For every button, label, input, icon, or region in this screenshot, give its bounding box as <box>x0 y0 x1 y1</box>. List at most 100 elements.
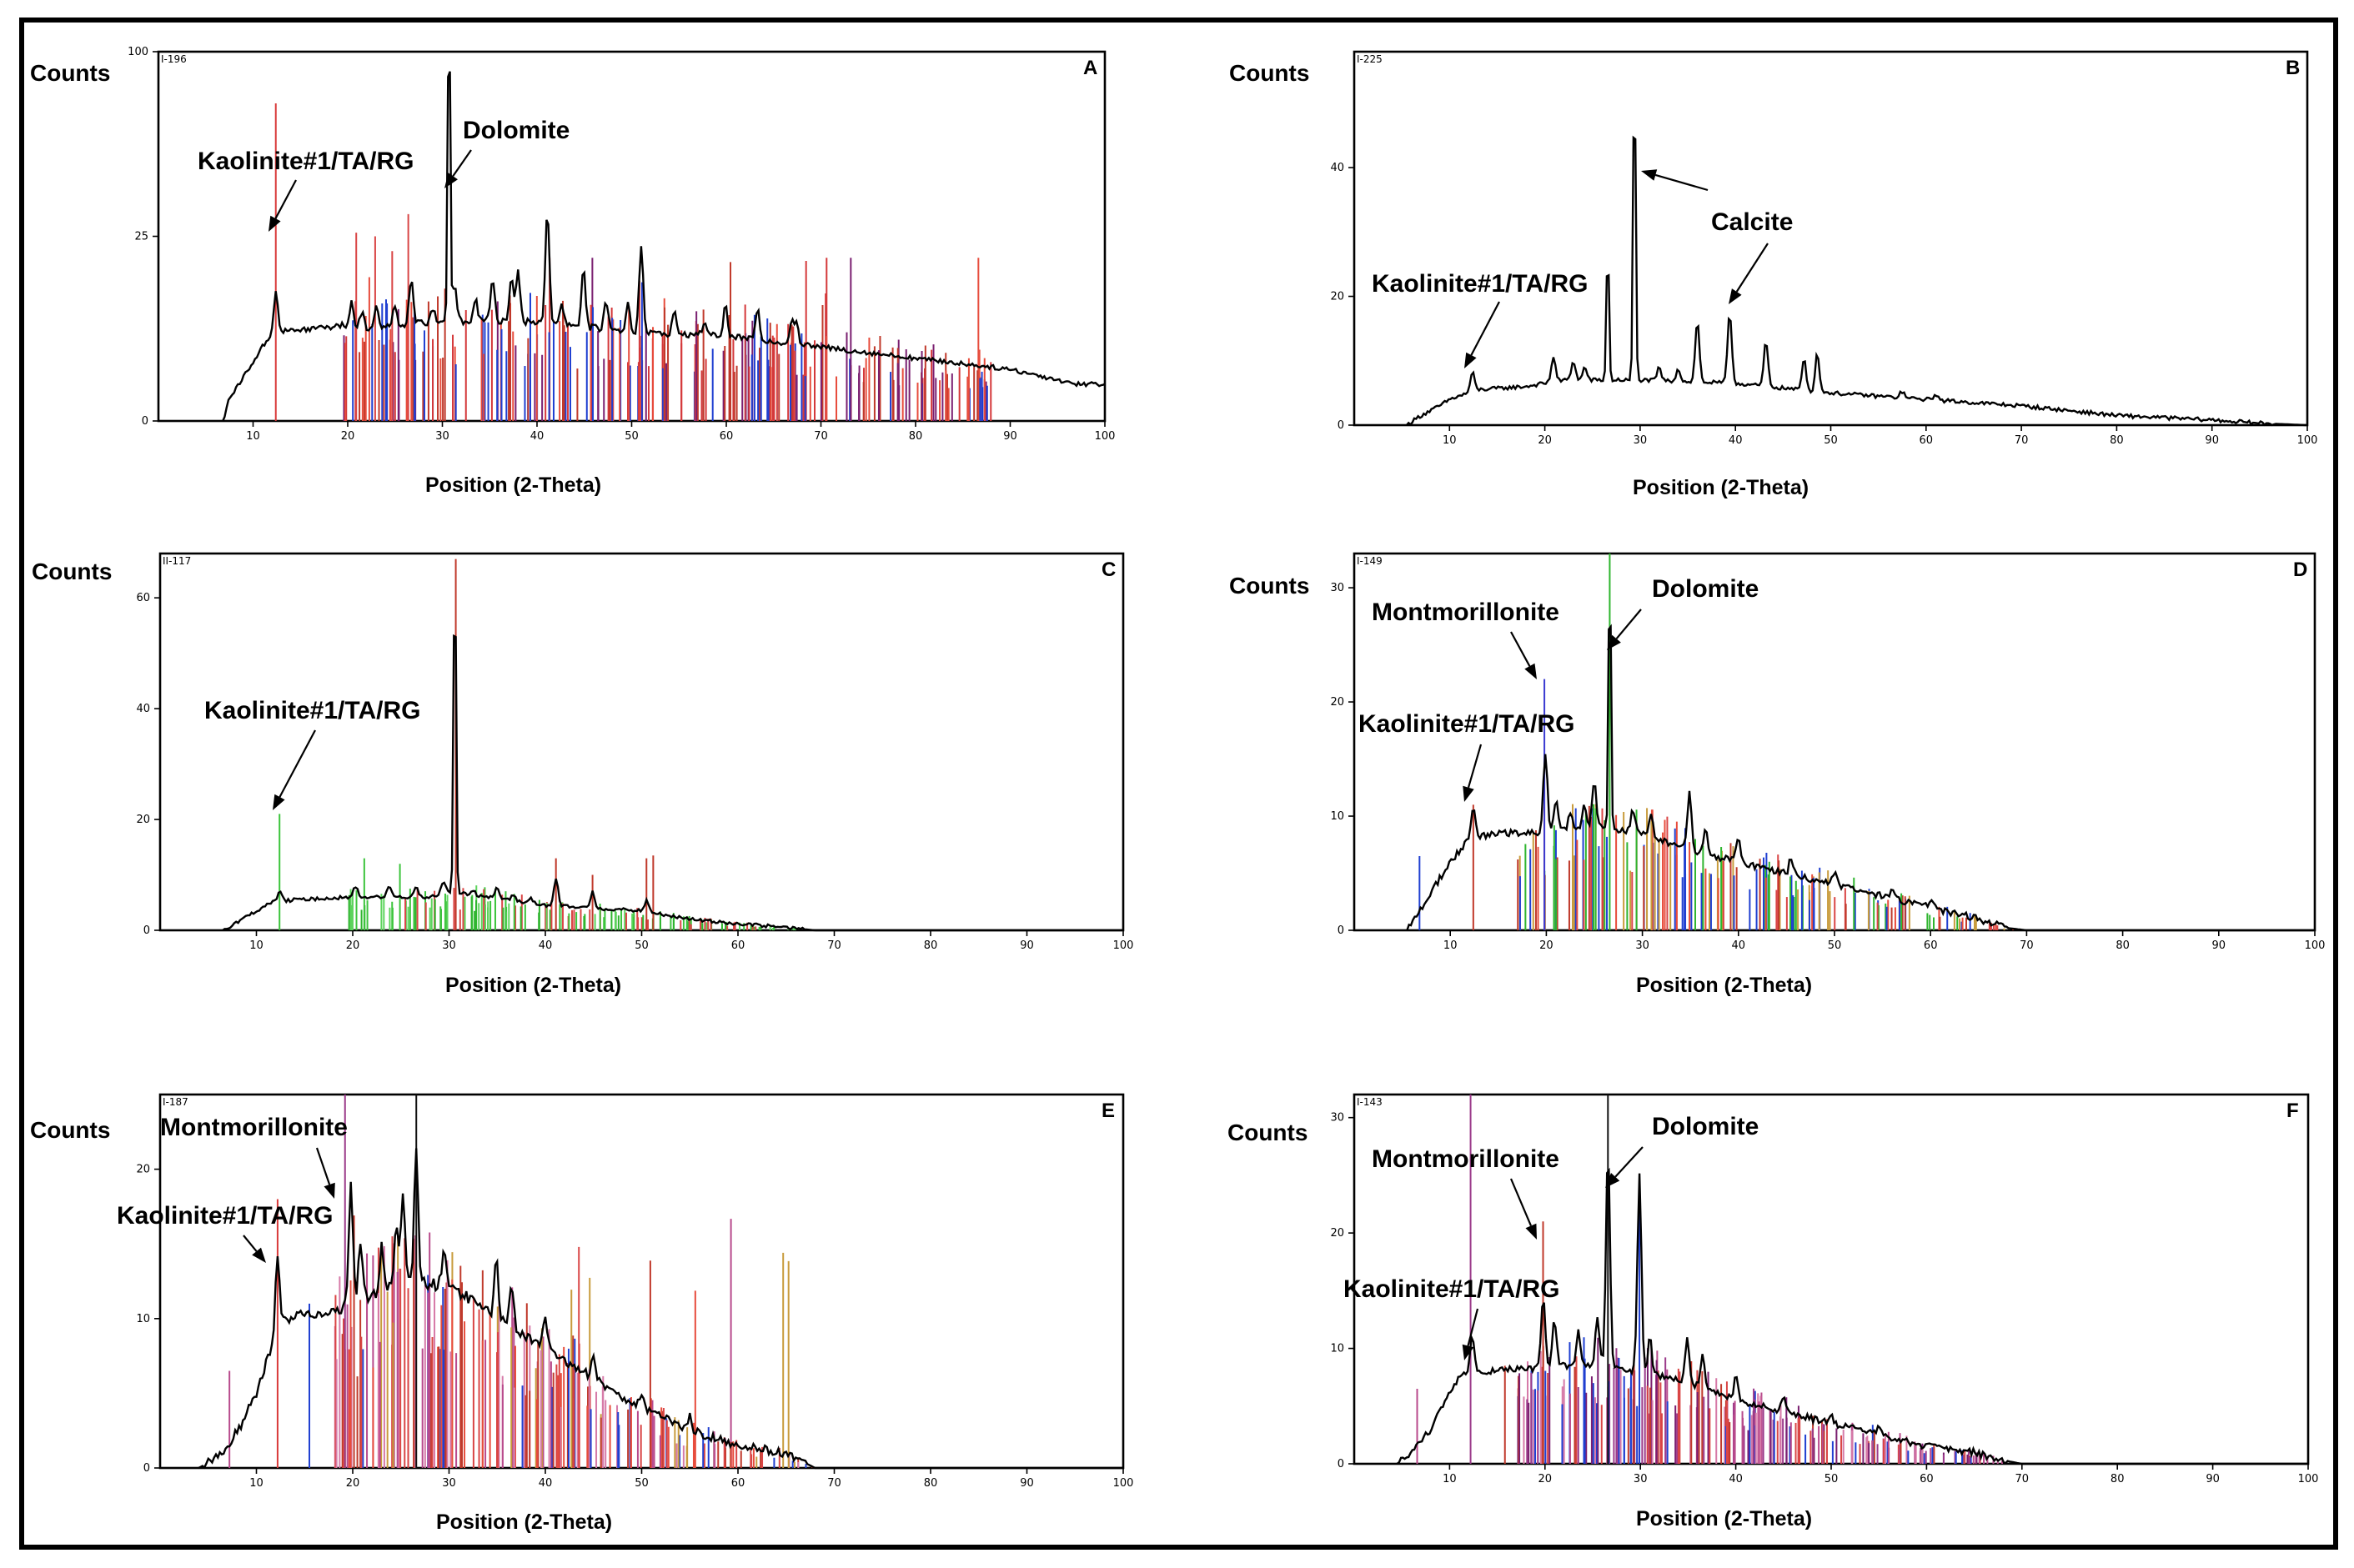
x-tick-label: 50 <box>1824 434 1838 447</box>
x-tick-label: 40 <box>539 1477 553 1490</box>
annotation-label: Kaolinite#1/TA/RG <box>1372 270 1588 298</box>
arrow-head <box>444 173 458 188</box>
y-tick-label: 20 <box>1330 291 1344 303</box>
annotation-label: Kaolinite#1/TA/RG <box>204 697 420 724</box>
x-tick-label: 100 <box>2297 434 2318 447</box>
y-tick-label: 25 <box>134 231 148 243</box>
x-tick-label: 80 <box>2110 434 2124 447</box>
annotation-arrow <box>279 729 316 798</box>
x-axis-title: Position (2-Theta) <box>1636 1507 1812 1530</box>
arrow-head <box>1464 352 1477 368</box>
annotation-label: Montmorillonite <box>160 1114 348 1141</box>
x-tick-label: 100 <box>1113 1477 1134 1490</box>
y-tick-label: 60 <box>136 592 150 604</box>
y-tick-label: 0 <box>143 924 150 937</box>
x-tick-label: 20 <box>1538 434 1552 447</box>
annotation-arrow <box>1467 1308 1479 1346</box>
x-tick-label: 40 <box>539 939 553 952</box>
reference-pattern <box>1418 554 2021 930</box>
arrow-head <box>252 1247 266 1263</box>
y-tick-label: 20 <box>1330 1227 1344 1240</box>
y-axis: 0 10 20 30 <box>1330 1112 1354 1470</box>
panel-e: 10 20 30 40 50 60 70 80 90 100 0 10 20 Counts Positio… <box>30 1093 1133 1534</box>
x-tick-label: 70 <box>2015 1473 2030 1485</box>
y-tick-label: 100 <box>128 46 148 58</box>
measured-trace <box>222 634 1122 932</box>
sample-id: I-149 <box>1357 555 1383 567</box>
x-tick-label: 50 <box>1824 1473 1839 1485</box>
measured-trace <box>1405 135 2306 427</box>
y-tick-label: 30 <box>1330 1112 1344 1125</box>
arrow-head <box>269 215 281 232</box>
x-tick-label: 20 <box>1539 939 1553 952</box>
x-axis-title: Position (2-Theta) <box>425 473 601 497</box>
y-tick-label: 40 <box>136 703 150 715</box>
panel-letter: D <box>2293 559 2307 581</box>
x-axis: 10 20 30 40 50 60 70 80 90 100 <box>249 1468 1133 1490</box>
panel-c: 10 20 30 40 50 60 70 80 90 100 0 20 40 60 Counts Posit… <box>32 552 1134 997</box>
arrow-head <box>273 794 285 810</box>
y-tick-label: 10 <box>1330 1343 1344 1355</box>
y-tick-label: 0 <box>1338 1458 1344 1470</box>
annotation-arrow <box>1467 744 1483 789</box>
y-tick-label: 0 <box>1338 924 1344 937</box>
arrow-head <box>1462 1344 1474 1360</box>
measured-trace <box>1406 624 2314 932</box>
y-axis-title: Counts <box>1227 1120 1307 1145</box>
arrow-head <box>1524 663 1537 679</box>
x-tick-label: 30 <box>442 1477 456 1490</box>
x-tick-label: 10 <box>1443 939 1458 952</box>
arrow-head <box>1463 785 1474 802</box>
x-tick-label: 80 <box>909 430 923 443</box>
annotation-label: Montmorillonite <box>1372 1145 1559 1173</box>
plot-area <box>1353 1093 2310 1465</box>
annotation-arrow <box>1510 631 1531 667</box>
measured-trace <box>198 1148 1123 1470</box>
x-tick-label: 90 <box>1020 939 1034 952</box>
x-tick-label: 40 <box>1729 434 1743 447</box>
x-tick-label: 50 <box>625 430 639 443</box>
x-tick-label: 100 <box>2305 939 2326 952</box>
arrow-head <box>324 1182 335 1199</box>
panel-a: 10 20 30 40 50 60 70 80 90 100 0 25 100 Counts Positi… <box>30 46 1115 497</box>
y-axis: 0 10 20 30 <box>1330 582 1354 937</box>
annotation-arrow <box>315 1147 331 1185</box>
x-tick-label: 90 <box>2205 434 2219 447</box>
y-tick-label: 0 <box>143 1462 150 1475</box>
x-tick-label: 10 <box>249 1477 264 1490</box>
x-tick-label: 30 <box>1634 434 1648 447</box>
x-tick-label: 100 <box>1113 939 1134 952</box>
x-tick-label: 50 <box>1828 939 1842 952</box>
plot-area <box>1353 552 2316 932</box>
annotation-arrow <box>243 1235 258 1252</box>
annotation-label: Kaolinite#1/TA/RG <box>1343 1275 1559 1303</box>
plot-area <box>158 552 1125 932</box>
x-tick-label: 60 <box>720 430 734 443</box>
x-axis: 10 20 30 40 50 60 70 80 90 100 <box>1443 930 2325 952</box>
y-axis-title: Counts <box>1229 60 1309 86</box>
y-tick-label: 20 <box>136 814 150 826</box>
x-tick-label: 30 <box>1634 1473 1648 1485</box>
x-axis: 10 20 30 40 50 60 70 80 90 100 <box>1443 1464 2318 1485</box>
arrow-head <box>1641 169 1658 181</box>
x-tick-label: 20 <box>346 939 360 952</box>
y-axis-title: Counts <box>1229 573 1309 599</box>
panel-letter: E <box>1102 1100 1115 1122</box>
annotation-arrow <box>1509 1178 1532 1226</box>
y-tick-label: 10 <box>1330 810 1344 823</box>
x-tick-label: 70 <box>2020 939 2034 952</box>
x-tick-label: 80 <box>924 939 938 952</box>
y-axis-title: Counts <box>30 1117 110 1143</box>
panel-letter: A <box>1083 57 1097 79</box>
x-tick-label: 60 <box>731 939 745 952</box>
plot-area <box>157 50 1107 423</box>
annotation-label: Calcite <box>1711 208 1793 236</box>
sample-id: I-187 <box>163 1096 188 1108</box>
x-tick-label: 90 <box>2206 1473 2220 1485</box>
measured-trace <box>1396 1167 2307 1465</box>
x-tick-label: 80 <box>924 1477 938 1490</box>
x-tick-label: 40 <box>530 430 545 443</box>
x-tick-label: 50 <box>635 1477 649 1490</box>
x-tick-label: 60 <box>731 1477 745 1490</box>
x-tick-label: 30 <box>442 939 456 952</box>
